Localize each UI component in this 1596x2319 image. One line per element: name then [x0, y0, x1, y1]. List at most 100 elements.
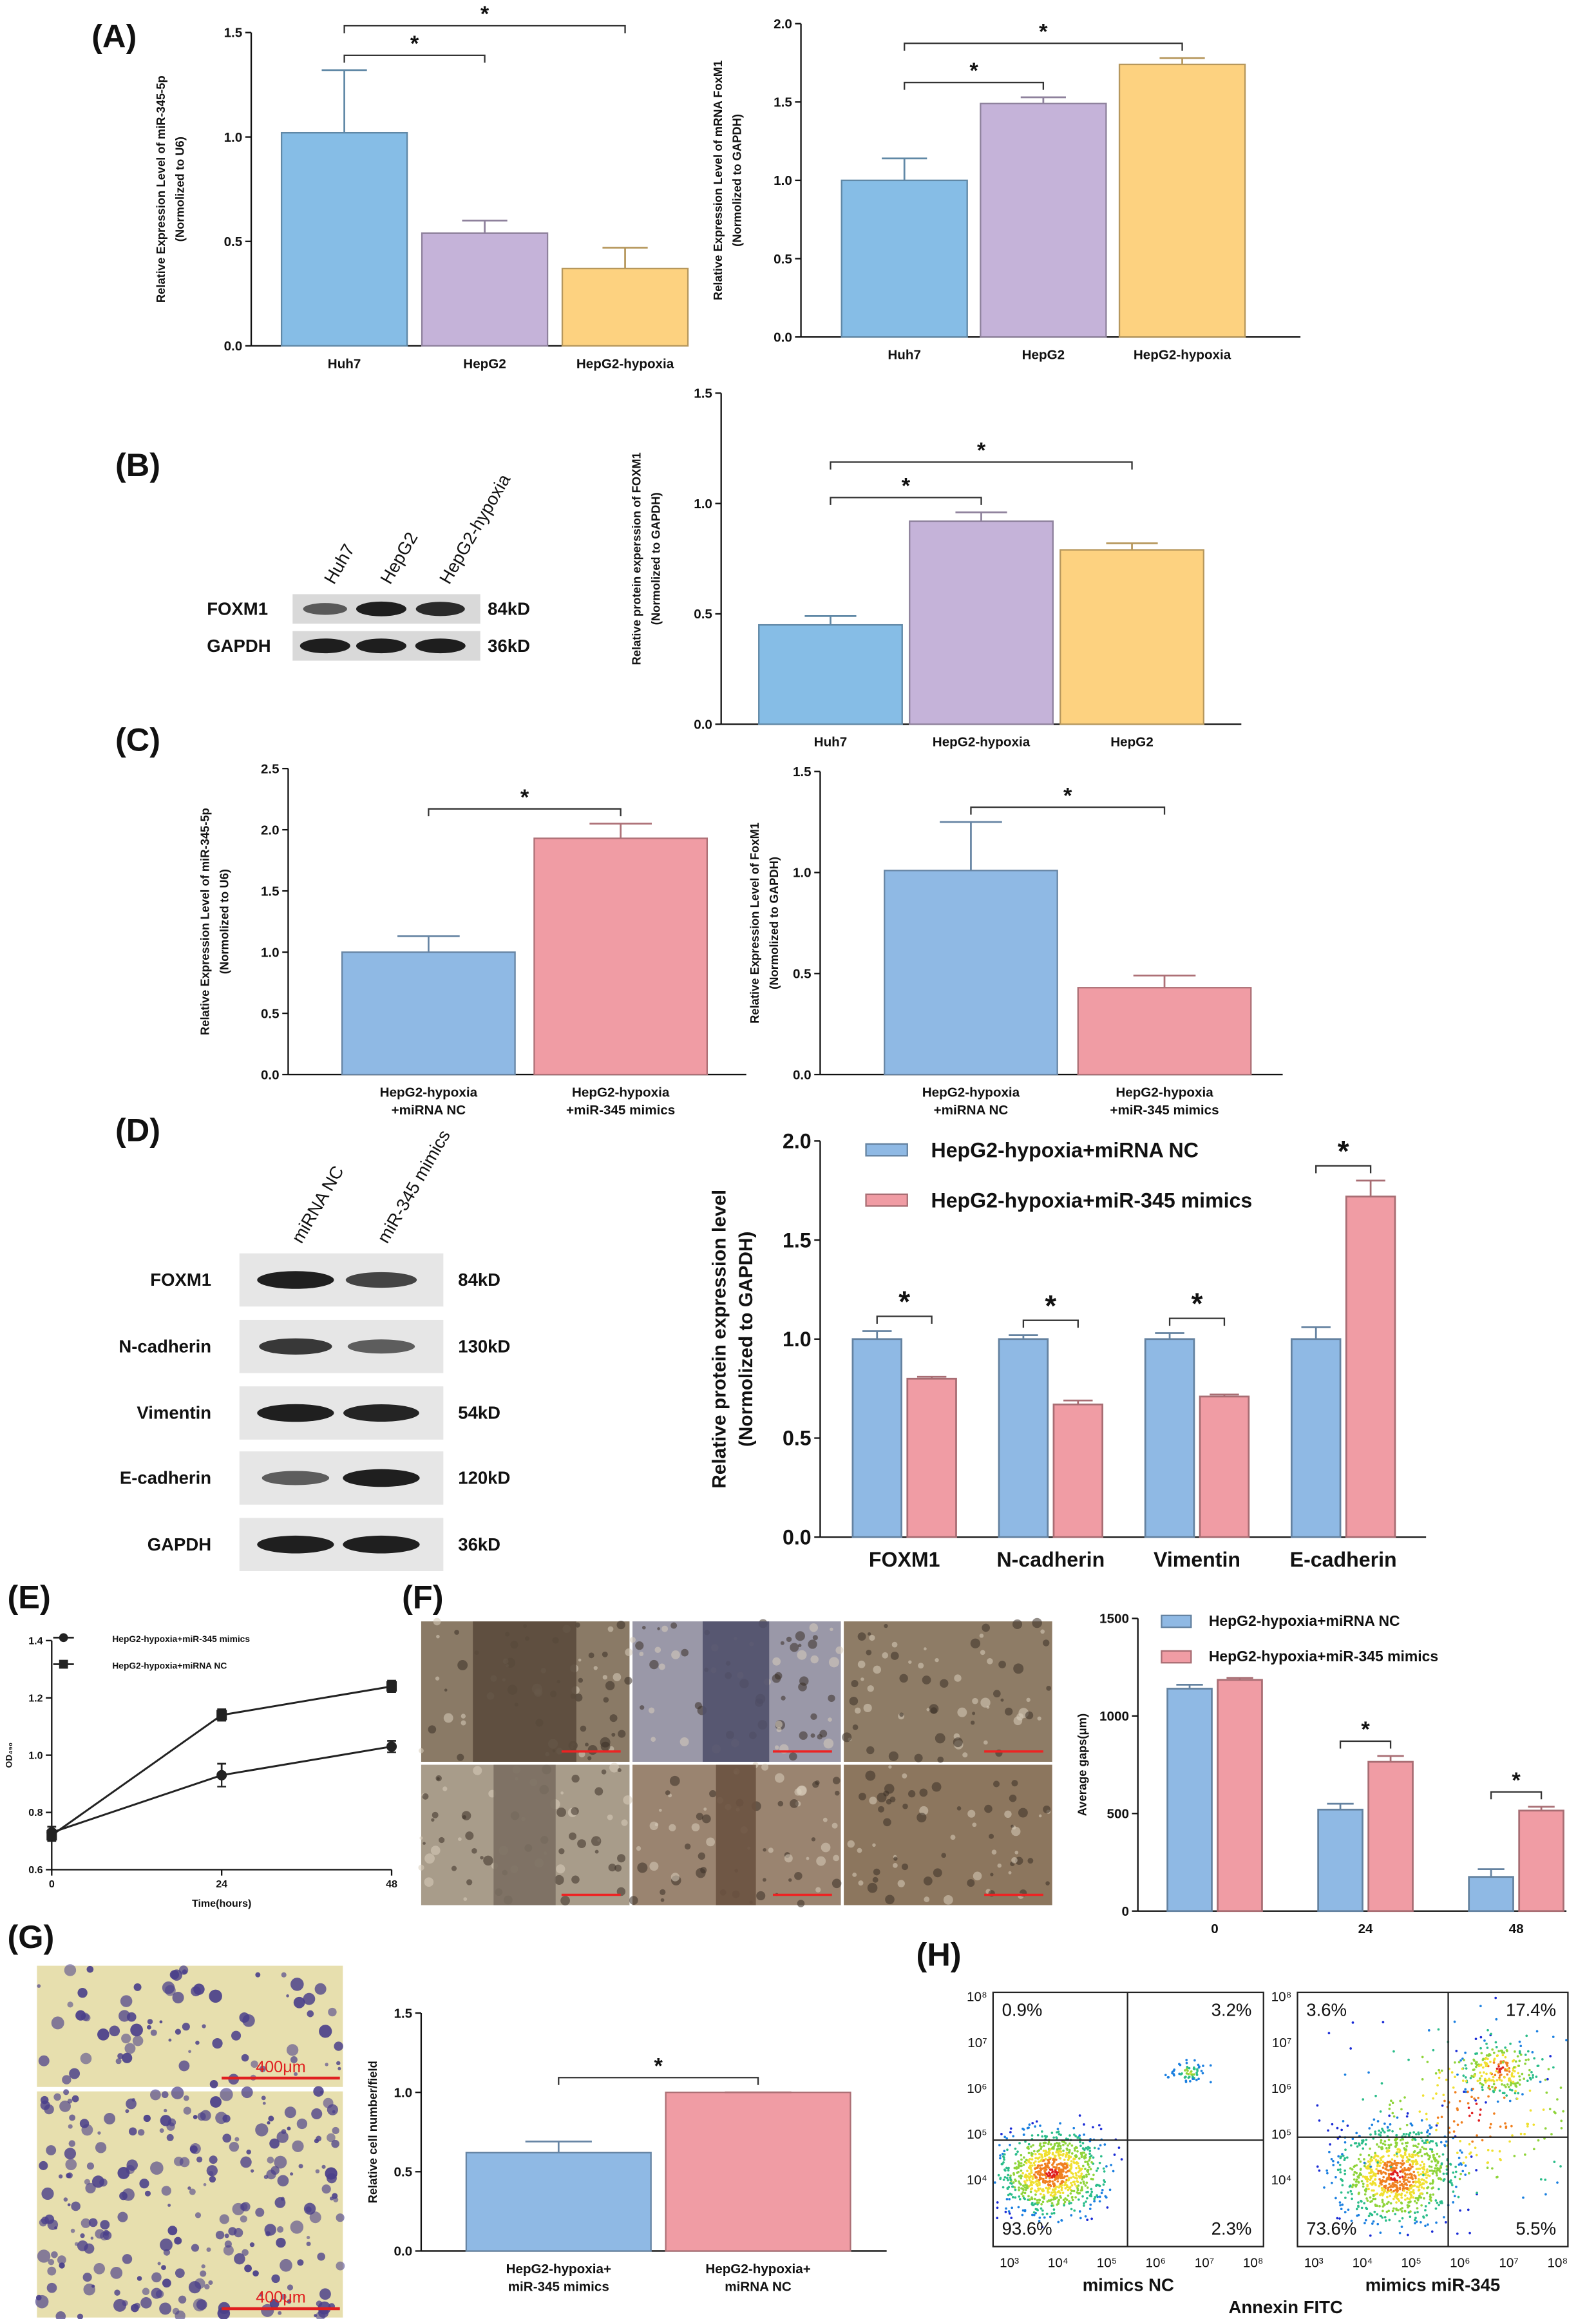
event-dot	[1513, 2155, 1516, 2157]
event-dot	[1002, 2179, 1005, 2181]
event-dot	[1209, 2064, 1212, 2067]
event-dot	[1059, 2133, 1062, 2137]
event-dot	[1434, 2072, 1438, 2075]
event-dot	[1014, 2153, 1018, 2156]
cell-texture	[907, 1790, 916, 1798]
blot-band	[257, 1271, 334, 1289]
cell-texture	[917, 1812, 927, 1823]
event-dot	[1005, 2137, 1009, 2140]
event-dot	[1421, 2056, 1424, 2059]
event-dot	[1559, 2086, 1563, 2089]
legend-marker	[59, 1633, 68, 1643]
stained-cell	[201, 2264, 205, 2269]
cell-texture	[849, 1696, 859, 1706]
event-dot	[1069, 2164, 1072, 2167]
event-dot	[1526, 2123, 1529, 2126]
wound-gap	[703, 1621, 770, 1762]
event-dot	[1039, 2124, 1041, 2127]
event-dot	[1423, 2153, 1427, 2155]
event-dot	[1387, 2172, 1391, 2175]
event-dot	[1101, 2189, 1104, 2191]
event-dot	[1459, 2162, 1462, 2165]
event-dot	[1393, 2195, 1396, 2198]
legend-marker	[59, 1659, 68, 1669]
event-dot	[1034, 2160, 1037, 2163]
event-dot	[1020, 2183, 1022, 2186]
bar	[1367, 1761, 1414, 1913]
event-dot	[1435, 2221, 1438, 2224]
significance-bracket	[558, 2077, 759, 2085]
cell-texture	[869, 1797, 877, 1805]
stained-cell	[321, 2164, 326, 2169]
event-dot	[1454, 2076, 1456, 2078]
cell-texture	[608, 1864, 616, 1872]
cell-texture	[571, 1807, 579, 1815]
stained-cell	[231, 2030, 242, 2041]
significance-label: *	[1338, 1134, 1349, 1168]
event-dot	[1051, 2191, 1054, 2194]
stained-cell	[204, 2284, 210, 2290]
event-dot	[1049, 2180, 1052, 2182]
event-dot	[1042, 2159, 1045, 2162]
event-dot	[1432, 2193, 1435, 2196]
event-dot	[1362, 2185, 1365, 2188]
bar	[1345, 1196, 1396, 1538]
event-dot	[1374, 2094, 1377, 2097]
event-dot	[1438, 2071, 1441, 2074]
event-dot	[1383, 2143, 1387, 2146]
event-dot	[1424, 2224, 1427, 2228]
event-dot	[1355, 2178, 1358, 2181]
stained-cell	[115, 2058, 122, 2065]
event-dot	[1504, 2068, 1506, 2071]
event-dot	[1090, 2161, 1093, 2164]
event-dot	[1060, 2219, 1063, 2222]
event-dot	[1185, 2072, 1188, 2075]
event-dot	[1487, 2095, 1490, 2098]
event-dot	[1069, 2192, 1072, 2195]
event-dot	[1485, 2054, 1488, 2057]
event-dot	[1064, 2142, 1067, 2145]
significance-bracket	[904, 81, 1045, 90]
stained-cell	[172, 1992, 184, 2004]
event-dot	[1414, 2139, 1417, 2141]
panel-label: (E)	[7, 1578, 50, 1615]
cell-texture	[588, 1652, 594, 1659]
event-dot	[1100, 2191, 1103, 2195]
event-dot	[1031, 2158, 1034, 2161]
y-tick-label: 10⁷	[1272, 2036, 1291, 2050]
event-dot	[1016, 2150, 1019, 2153]
event-dot	[1395, 2133, 1398, 2137]
event-dot	[1079, 2169, 1082, 2172]
event-dot	[1054, 2156, 1056, 2159]
event-dot	[1371, 2123, 1374, 2126]
event-dot	[1435, 2128, 1438, 2132]
event-dot	[1070, 2166, 1073, 2169]
stained-cell	[37, 1984, 41, 1988]
event-dot	[1338, 2201, 1342, 2204]
event-dot	[1416, 2199, 1420, 2202]
cell-texture	[611, 1733, 616, 1737]
event-dot	[1438, 2204, 1440, 2206]
stained-cell	[37, 2249, 51, 2263]
event-dot	[1034, 2193, 1037, 2196]
blot-band	[303, 603, 347, 615]
event-dot	[1522, 2196, 1525, 2199]
bar	[1052, 1403, 1104, 1538]
y-axis-label: Average gaps(μm)	[1075, 1713, 1088, 1816]
cell-texture	[860, 1677, 864, 1681]
event-dot	[1521, 2072, 1524, 2076]
stained-cell	[263, 2175, 269, 2179]
event-dot	[1078, 2191, 1081, 2195]
stained-cell	[64, 1964, 77, 1976]
event-dot	[1088, 2157, 1092, 2160]
cell-texture	[924, 1896, 930, 1902]
event-dot	[1047, 2199, 1050, 2202]
event-dot	[1389, 2160, 1391, 2163]
stained-cell	[239, 2012, 250, 2023]
event-dot	[1372, 2220, 1375, 2223]
cell-texture	[847, 1840, 855, 1848]
event-dot	[1378, 2178, 1381, 2181]
event-dot	[1325, 2169, 1329, 2172]
event-dot	[1050, 2176, 1054, 2179]
event-dot	[1072, 2190, 1076, 2193]
